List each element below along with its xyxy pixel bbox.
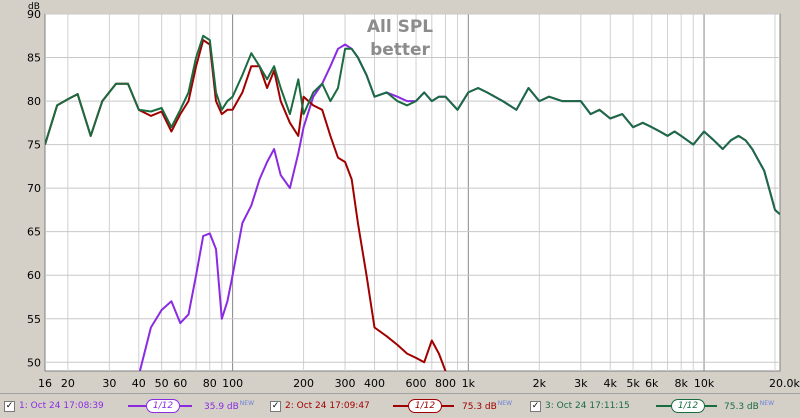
x-tick-label: 300 [335, 377, 356, 390]
series-2-label: 2: Oct 24 17:09:47 [285, 401, 370, 411]
series-1-spl-badge: NEW [239, 400, 255, 407]
y-tick-label: 65 [27, 226, 41, 239]
x-tick-label: 20.0kHz [769, 377, 800, 390]
series-2-checkbox[interactable]: ✓ [270, 400, 281, 412]
x-tick-label: 60 [173, 377, 187, 390]
series-3-line [45, 34, 780, 216]
series-layer [45, 34, 780, 371]
x-tick-label: 80 [203, 377, 217, 390]
x-tick-label: 30 [102, 377, 116, 390]
x-tick-label: 50 [155, 377, 169, 390]
y-axis-unit: dB [28, 2, 40, 12]
y-tick-label: 70 [27, 182, 41, 195]
spl-chart: 50 55 60 65 70 75 80 85 90 16 20 30 40 50 60 80 100 200 30… [27, 2, 800, 390]
y-tick-label: 90 [27, 8, 41, 21]
series-1-smoothing-button[interactable]: 1/12 [146, 399, 180, 413]
series-3-smoothing-button[interactable]: 1/12 [671, 399, 705, 413]
y-tick-label: 85 [27, 52, 41, 65]
series-2-smoothing-button[interactable]: 1/12 [408, 399, 442, 413]
chart-svg: 50 55 60 65 70 75 80 85 90 16 20 30 40 50 60 80 100 200 30… [27, 2, 800, 390]
series-3-label: 3: Oct 24 17:11:15 [545, 401, 630, 411]
x-tick-label: 4k [604, 377, 618, 390]
legend-item-2[interactable]: ✓ 2: Oct 24 17:09:47 [270, 394, 370, 418]
series-3-spl-value: 75.3 dB [724, 402, 759, 412]
series-2-line-swatch-right [442, 405, 454, 407]
series-2-spl: 75.3 dBNEW [462, 400, 512, 412]
x-tick-label: 20 [61, 377, 75, 390]
series-1-spl-value: 35.9 dB [204, 402, 239, 412]
legend-item-3[interactable]: ✓ 3: Oct 24 17:11:15 [530, 394, 630, 418]
series-2-spl-value: 75.3 dB [462, 402, 497, 412]
series-3-spl-badge: NEW [759, 400, 775, 407]
legend-item-1[interactable]: ✓ 1: Oct 24 17:08:39 [4, 394, 104, 418]
x-tick-label: 100 [222, 377, 243, 390]
legend-bar: ✓ 1: Oct 24 17:08:39 1/12 35.9 dBNEW ✓ 2… [0, 393, 800, 418]
chart-subtitle: better [370, 40, 430, 60]
y-tick-label: 75 [27, 139, 41, 152]
x-tick-label: 1k [462, 377, 476, 390]
series-2-line-swatch [393, 405, 409, 407]
y-tick-label: 55 [27, 313, 41, 326]
x-tick-label: 16 [38, 377, 52, 390]
y-tick-label: 60 [27, 269, 41, 282]
x-tick-label: 400 [364, 377, 385, 390]
series-1-spl: 35.9 dBNEW [204, 400, 254, 412]
chart-title: All SPL [367, 17, 433, 37]
series-3-line-swatch-right [705, 405, 717, 407]
grid [45, 13, 780, 371]
x-tick-label: 800 [435, 377, 456, 390]
axis-labels: 50 55 60 65 70 75 80 85 90 16 20 30 40 50 60 80 100 200 30… [27, 8, 800, 390]
series-1-line-swatch-right [180, 405, 192, 407]
series-3-line-swatch [656, 405, 672, 407]
y-tick-label: 50 [27, 356, 41, 369]
x-tick-label: 3k [574, 377, 588, 390]
x-tick-label: 40 [132, 377, 146, 390]
x-tick-label: 5k [626, 377, 640, 390]
series-2-spl-badge: NEW [497, 400, 513, 407]
x-tick-label: 600 [406, 377, 427, 390]
series-1-line-swatch [128, 405, 146, 407]
plot-area[interactable] [44, 13, 781, 372]
x-tick-label: 200 [293, 377, 314, 390]
series-1-label: 1: Oct 24 17:08:39 [19, 401, 104, 411]
series-3-checkbox[interactable]: ✓ [530, 400, 541, 412]
x-tick-label: 8k [675, 377, 689, 390]
x-tick-label: 2k [533, 377, 547, 390]
series-1-checkbox[interactable]: ✓ [4, 400, 15, 412]
x-tick-label: 6k [645, 377, 659, 390]
x-tick-label: 10k [694, 377, 715, 390]
y-tick-label: 80 [27, 95, 41, 108]
series-3-spl: 75.3 dBNEW [724, 400, 774, 412]
